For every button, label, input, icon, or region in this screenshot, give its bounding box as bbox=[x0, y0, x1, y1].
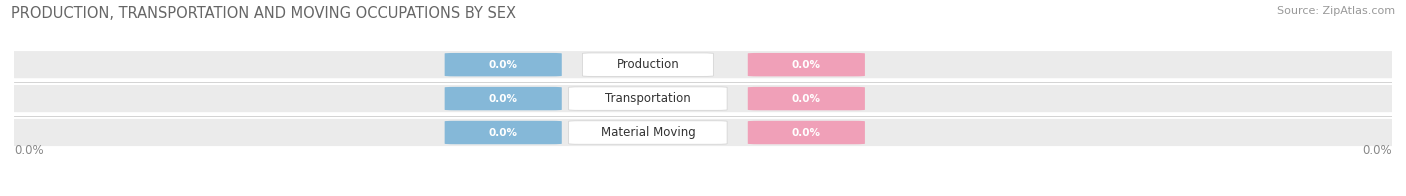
Text: 0.0%: 0.0% bbox=[489, 60, 517, 70]
Text: 0.0%: 0.0% bbox=[792, 60, 821, 70]
Text: PRODUCTION, TRANSPORTATION AND MOVING OCCUPATIONS BY SEX: PRODUCTION, TRANSPORTATION AND MOVING OC… bbox=[11, 6, 516, 21]
FancyBboxPatch shape bbox=[568, 121, 727, 144]
Text: 0.0%: 0.0% bbox=[489, 128, 517, 138]
FancyBboxPatch shape bbox=[0, 85, 1406, 112]
Text: Production: Production bbox=[616, 58, 679, 71]
FancyBboxPatch shape bbox=[0, 51, 1406, 78]
Text: Material Moving: Material Moving bbox=[600, 126, 695, 139]
Text: 0.0%: 0.0% bbox=[14, 144, 44, 157]
Text: 0.0%: 0.0% bbox=[792, 93, 821, 103]
FancyBboxPatch shape bbox=[748, 121, 865, 144]
FancyBboxPatch shape bbox=[568, 87, 727, 110]
FancyBboxPatch shape bbox=[748, 87, 865, 110]
Text: 0.0%: 0.0% bbox=[792, 128, 821, 138]
Text: 0.0%: 0.0% bbox=[489, 93, 517, 103]
FancyBboxPatch shape bbox=[748, 53, 865, 76]
Text: Transportation: Transportation bbox=[605, 92, 690, 105]
FancyBboxPatch shape bbox=[444, 121, 562, 144]
FancyBboxPatch shape bbox=[444, 53, 562, 76]
FancyBboxPatch shape bbox=[444, 87, 562, 110]
Text: Source: ZipAtlas.com: Source: ZipAtlas.com bbox=[1277, 6, 1395, 16]
FancyBboxPatch shape bbox=[0, 119, 1406, 146]
Text: 0.0%: 0.0% bbox=[1362, 144, 1392, 157]
FancyBboxPatch shape bbox=[582, 53, 713, 76]
